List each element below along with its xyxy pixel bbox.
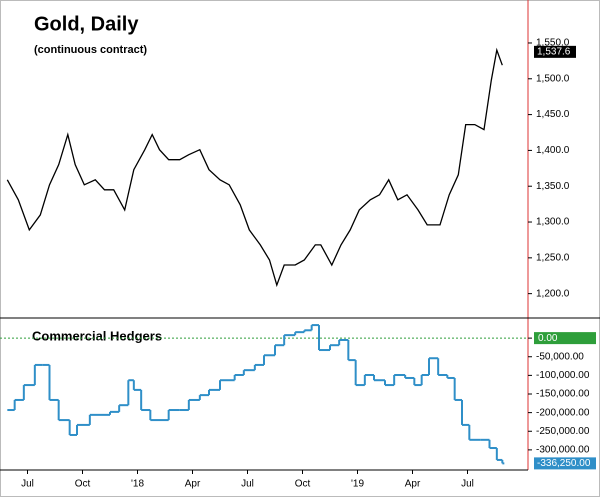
y-tick-label: 0.00 bbox=[538, 333, 558, 344]
y-tick-label: -150,000.00 bbox=[536, 389, 590, 400]
y-tick-label: -200,000.00 bbox=[536, 407, 590, 418]
y-tick-label: -250,000.00 bbox=[536, 426, 590, 437]
x-tick-label: Oct bbox=[295, 479, 311, 490]
y-tick-label: 1,200.0 bbox=[536, 288, 570, 299]
price-line bbox=[6, 47, 503, 288]
zero-label-box bbox=[534, 332, 596, 345]
x-tick-label: '19 bbox=[351, 479, 364, 490]
y-tick-label: 1,400.0 bbox=[536, 145, 570, 156]
chart-title: Gold, Daily bbox=[34, 13, 139, 35]
y-tick-label: 1,550.0 bbox=[536, 38, 570, 49]
y-tick-label: 1,300.0 bbox=[536, 217, 570, 228]
y-tick-label: -50,000.00 bbox=[536, 351, 584, 362]
last-value-label: 1,537.6 bbox=[537, 46, 571, 57]
x-tick-label: Apr bbox=[185, 479, 201, 490]
x-tick-label: '18 bbox=[131, 479, 144, 490]
y-tick-label: 1,250.0 bbox=[536, 252, 570, 263]
x-tick-label: Jul bbox=[241, 479, 254, 490]
last-value-label: -336,250.00 bbox=[537, 458, 591, 469]
x-tick-label: Jul bbox=[21, 479, 34, 490]
last-value-box bbox=[534, 457, 596, 470]
panel-label: Commercial Hedgers bbox=[32, 328, 162, 343]
y-tick-label: 1,450.0 bbox=[536, 109, 570, 120]
x-tick-label: Jul bbox=[461, 479, 474, 490]
chart-subtitle: (continuous contract) bbox=[34, 44, 147, 56]
y-tick-label: -300,000.00 bbox=[536, 445, 590, 456]
last-value-box bbox=[534, 45, 576, 58]
x-tick-label: Oct bbox=[75, 479, 91, 490]
y-tick-label: -100,000.00 bbox=[536, 370, 590, 381]
y-tick-label: 1,350.0 bbox=[536, 181, 570, 192]
y-tick-label: 1,500.0 bbox=[536, 73, 570, 84]
x-tick-label: Apr bbox=[405, 479, 421, 490]
